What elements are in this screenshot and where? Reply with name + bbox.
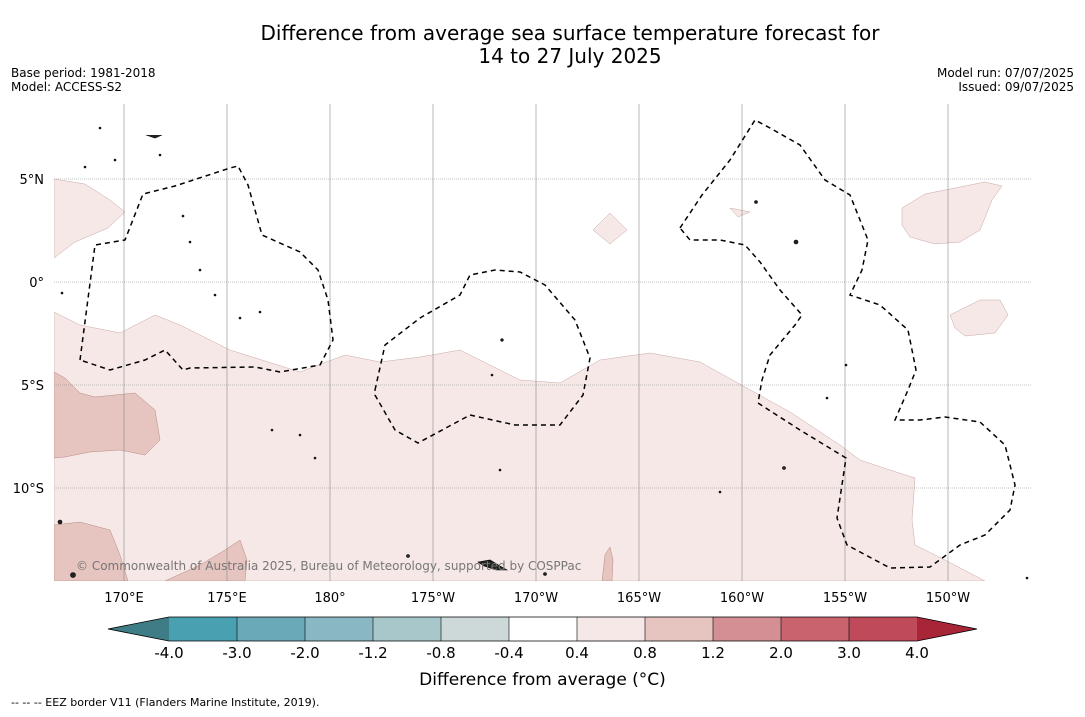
graticule-lat: [54, 178, 1031, 489]
cbar-tick: -2.0: [290, 644, 319, 662]
lon-label-175e: 175°E: [207, 591, 247, 606]
eez-borders: [79, 119, 1016, 569]
cbar-tick: -0.4: [494, 644, 523, 662]
anomaly-medium-regions: [54, 371, 614, 581]
colorbar-seg-7: [577, 617, 645, 641]
lon-label-155w: 155°W: [823, 591, 867, 606]
cbar-tick: 1.2: [701, 644, 725, 662]
colorbar-seg-10: [781, 617, 849, 641]
base-period: Base period: 1981-2018: [11, 66, 156, 80]
lon-label-180: 180°: [314, 591, 345, 606]
cbar-tick: 0.4: [565, 644, 589, 662]
colorbar-ticks: -4.0 -3.0 -2.0 -1.2 -0.8 -0.4 0.4 0.8 1.…: [154, 644, 929, 662]
model-name: Model: ACCESS-S2: [11, 80, 123, 94]
title-line-1: Difference from average sea surface temp…: [260, 21, 880, 45]
colorbar-seg-8: [645, 617, 713, 641]
cbar-tick: 3.0: [837, 644, 861, 662]
colorbar-extend-low: [108, 617, 169, 641]
cbar-tick: -3.0: [222, 644, 251, 662]
colorbar-label: Difference from average (°C): [419, 670, 666, 690]
colorbar-seg-2: [237, 617, 305, 641]
model-run: Model run: 07/07/2025: [936, 66, 1074, 80]
cbar-tick: -0.8: [426, 644, 455, 662]
lon-label-175w: 175°W: [411, 591, 455, 606]
colorbar-seg-4: [373, 617, 441, 641]
copyright-note: © Commonwealth of Australia 2025, Bureau…: [76, 559, 581, 573]
islands: [57, 126, 1029, 580]
lat-label-5s: 5°S: [21, 379, 44, 394]
cbar-tick: 2.0: [769, 644, 793, 662]
chart-title: Difference from average sea surface temp…: [0, 22, 1085, 68]
colorbar-seg-1: [169, 617, 237, 641]
colorbar-extend-high: [917, 617, 977, 641]
lon-label-150w: 150°W: [926, 591, 970, 606]
cbar-tick: -1.2: [358, 644, 387, 662]
map-area: © Commonwealth of Australia 2025, Bureau…: [54, 104, 1031, 581]
title-line-2: 14 to 27 July 2025: [478, 44, 662, 68]
lat-label-0: 0°: [29, 276, 44, 291]
colorbar-seg-5: [441, 617, 509, 641]
lon-label-170w: 170°W: [514, 591, 558, 606]
lat-label-5n: 5°N: [20, 173, 45, 188]
colorbar-seg-6: [509, 617, 577, 641]
anomaly-light-regions: [54, 178, 1009, 581]
meta-left: Base period: 1981-2018 Model: ACCESS-S2: [11, 66, 156, 94]
lat-labels: 5°N 0° 5°S 10°S: [13, 173, 44, 497]
lon-label-165w: 165°W: [617, 591, 661, 606]
colorbar-seg-3: [305, 617, 373, 641]
eez-legend-note: -- -- -- EEZ border V11 (Flanders Marine…: [11, 696, 320, 709]
graticule: [123, 104, 949, 581]
meta-right: Model run: 07/07/2025 Issued: 09/07/2025: [937, 66, 1074, 94]
lon-labels: 170°E 175°E 180° 175°W 170°W 165°W 160°W…: [104, 591, 970, 606]
issued-date: Issued: 09/07/2025: [958, 80, 1074, 94]
cbar-tick: -4.0: [154, 644, 183, 662]
cbar-tick: 0.8: [633, 644, 657, 662]
colorbar: [107, 616, 978, 642]
lon-label-160w: 160°W: [720, 591, 764, 606]
lat-label-10s: 10°S: [13, 482, 44, 497]
colorbar-seg-9: [713, 617, 781, 641]
colorbar-seg-11: [849, 617, 917, 641]
lon-label-170e: 170°E: [104, 591, 144, 606]
cbar-tick: 4.0: [905, 644, 929, 662]
